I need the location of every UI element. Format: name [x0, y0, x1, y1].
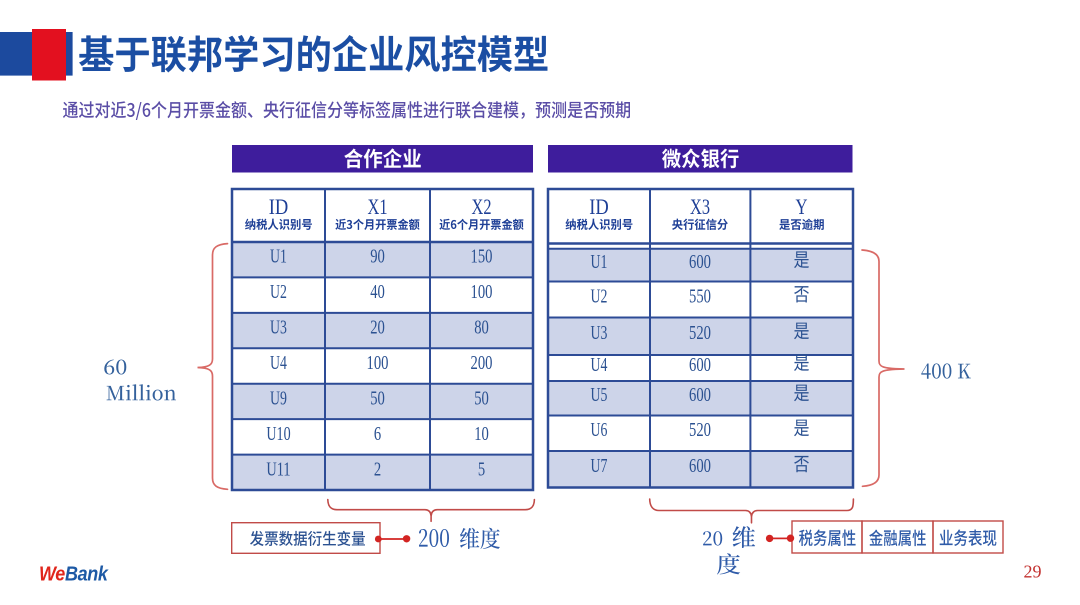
svg-text:ID: ID	[269, 194, 289, 219]
svg-text:40: 40	[370, 281, 385, 303]
svg-text:520: 520	[689, 419, 711, 441]
svg-text:50: 50	[370, 387, 385, 409]
svg-text:U2: U2	[591, 286, 608, 308]
svg-text:2: 2	[374, 458, 381, 480]
svg-text:U1: U1	[270, 246, 287, 268]
svg-text:X1: X1	[368, 194, 388, 219]
svg-text:6: 6	[374, 423, 381, 445]
svg-text:WeBank: WeBank	[39, 563, 109, 586]
svg-text:600: 600	[689, 354, 711, 376]
svg-text:29: 29	[1024, 562, 1042, 582]
svg-text:600: 600	[689, 251, 711, 273]
svg-text:U9: U9	[270, 387, 287, 409]
svg-text:X2: X2	[472, 194, 492, 219]
svg-text:600: 600	[689, 384, 711, 406]
svg-text:X3: X3	[690, 194, 710, 219]
svg-text:20: 20	[370, 317, 385, 339]
svg-text:ID: ID	[589, 194, 609, 219]
svg-text:520: 520	[689, 322, 711, 344]
svg-text:5: 5	[478, 458, 485, 480]
svg-text:80: 80	[474, 317, 489, 339]
svg-text:Y: Y	[796, 194, 808, 219]
svg-text:U4: U4	[591, 354, 608, 376]
svg-text:U2: U2	[270, 281, 287, 303]
svg-text:150: 150	[471, 246, 493, 268]
svg-text:10: 10	[474, 423, 489, 445]
svg-text:U7: U7	[591, 455, 608, 477]
svg-text:U1: U1	[591, 251, 608, 273]
svg-text:100: 100	[367, 352, 389, 374]
svg-text:50: 50	[474, 387, 489, 409]
svg-text:600: 600	[689, 455, 711, 477]
svg-text:U4: U4	[270, 352, 287, 374]
svg-text:550: 550	[689, 286, 711, 308]
svg-text:U5: U5	[591, 384, 608, 406]
svg-text:U3: U3	[270, 317, 287, 339]
svg-text:U6: U6	[591, 419, 608, 441]
svg-text:U10: U10	[266, 423, 290, 445]
svg-text:U11: U11	[266, 458, 290, 480]
svg-text:100: 100	[471, 281, 493, 303]
svg-text:200: 200	[471, 352, 493, 374]
svg-text:90: 90	[370, 246, 385, 268]
svg-text:U3: U3	[591, 322, 608, 344]
